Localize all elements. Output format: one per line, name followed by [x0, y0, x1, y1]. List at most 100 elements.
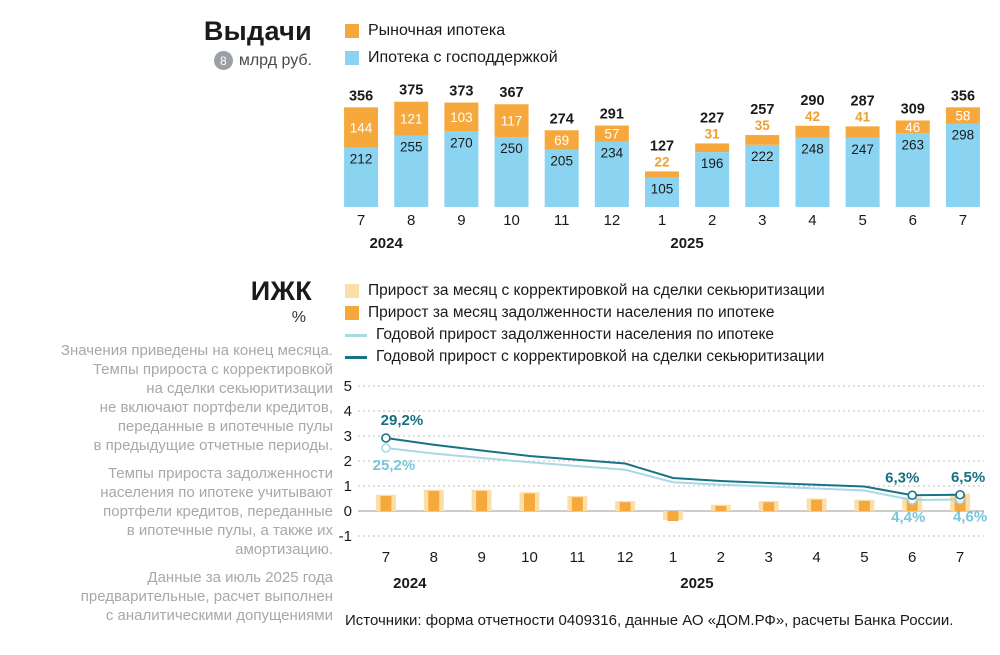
bar-total-label: 257	[750, 102, 774, 118]
bar-monthly	[428, 491, 440, 511]
bar-subsidized-segment	[845, 137, 880, 207]
bar-monthly	[523, 493, 535, 511]
x-tick-label: 7	[357, 212, 365, 229]
issuance-header: Выдачи 8 млрд руб.	[30, 16, 312, 70]
y-tick-label: 5	[344, 378, 352, 395]
bar-monthly	[811, 499, 823, 511]
line-marker	[907, 490, 918, 501]
bar-value-market: 121	[400, 112, 423, 127]
bar-market-segment	[594, 125, 629, 142]
x-tick-label: 3	[758, 212, 766, 229]
x-tick-label: 2	[708, 212, 716, 229]
footnote-badge: 8	[213, 51, 233, 70]
y-tick-label: 0	[344, 503, 352, 520]
bar-subsidized-segment	[645, 177, 679, 207]
legend-item: Годовой прирост с корректировкой на сдел…	[345, 348, 825, 366]
bar-subsidized-segment	[795, 137, 830, 207]
legend-label: Рыночная ипотека	[368, 22, 506, 39]
bar-monthly	[619, 502, 631, 511]
bar-market-segment	[444, 102, 479, 132]
bar-value-market: 57	[604, 127, 619, 142]
bar-value-market: 46	[905, 120, 920, 135]
bar-value-subsidized: 270	[450, 135, 473, 150]
source-note: Источники: форма отчетности 0409316, дан…	[345, 612, 954, 629]
bar-value-market: 31	[705, 126, 721, 141]
x-tick-label: 6	[909, 212, 917, 229]
year-label: 2025	[680, 575, 713, 592]
line-annotation: 25,2%	[373, 457, 416, 474]
legend-line-swatch	[345, 355, 367, 359]
note-paragraph: Значения приведены на конец месяца. Темп…	[60, 342, 333, 454]
x-tick-label: 1	[669, 549, 677, 566]
line-annotation: 29,2%	[381, 412, 424, 429]
annual-growth-adjusted-line	[385, 437, 961, 497]
bar-value-market: 35	[755, 118, 771, 133]
line-marker	[381, 433, 391, 443]
bar-market-segment	[945, 107, 980, 124]
y-tick-label: 2	[344, 453, 352, 470]
bar-monthly	[667, 511, 679, 521]
bar-total-label: 356	[349, 88, 373, 104]
bar-market-segment	[394, 101, 429, 136]
bar-market-segment	[544, 130, 579, 150]
line-marker	[955, 489, 965, 500]
bar-total-label: 309	[901, 101, 925, 117]
bar-total-label: 274	[550, 111, 574, 127]
bar-total-label: 375	[399, 83, 423, 99]
x-tick-label: 7	[959, 212, 967, 229]
legend-item: Прирост за месяц с корректировкой на сде…	[345, 282, 825, 300]
izhk-legend: Прирост за месяц с корректировкой на сде…	[345, 282, 825, 370]
bar-monthly	[380, 496, 392, 511]
bar-total-label: 367	[499, 85, 523, 101]
issuance-title: Выдачи	[203, 16, 312, 46]
x-tick-label: 2	[717, 549, 725, 566]
bar-monthly	[763, 502, 775, 511]
bar-market-segment	[645, 171, 679, 178]
legend-item: Прирост за месяц задолженности населения…	[345, 304, 825, 322]
line-marker	[381, 443, 391, 453]
legend-square-swatch	[345, 284, 359, 298]
issuance-bar-chart: 2121443567255121375827010337392501173671…	[344, 83, 980, 252]
legend-square-swatch	[345, 24, 359, 38]
bar-market-segment	[845, 126, 880, 138]
izhk-title: ИЖК	[250, 276, 312, 306]
bar-value-subsidized: 105	[651, 182, 674, 197]
x-tick-label: 9	[457, 212, 465, 229]
bar-total-label: 227	[700, 110, 724, 126]
line-annotation: 4,6%	[953, 509, 987, 526]
izhk-unit-label: %	[291, 309, 306, 326]
legend-item: Рыночная ипотека	[345, 22, 558, 40]
bar-value-subsidized: 298	[952, 128, 975, 143]
x-tick-label: 4	[808, 212, 816, 229]
bar-monthly	[858, 501, 870, 511]
bar-monthly	[571, 497, 583, 511]
bar-value-subsidized: 234	[601, 145, 624, 160]
bar-market-segment	[695, 143, 730, 153]
bar-value-subsidized: 196	[701, 156, 724, 171]
legend-item: Ипотека с господдержкой	[345, 49, 558, 67]
bar-value-subsidized: 222	[751, 149, 774, 164]
line-annotation: 6,3%	[885, 469, 919, 486]
line-annotation: 4,4%	[891, 509, 925, 526]
legend-label: Ипотека с господдержкой	[368, 49, 558, 66]
x-tick-label: 3	[765, 549, 773, 566]
issuance-unit: 8 млрд руб.	[30, 51, 312, 70]
bar-value-subsidized: 248	[801, 142, 824, 157]
x-tick-label: 9	[477, 549, 485, 566]
annual-growth-line	[385, 447, 961, 502]
bar-subsidized-segment	[895, 133, 930, 207]
bar-market-segment	[344, 107, 379, 148]
bar-value-market: 103	[450, 110, 473, 125]
bar-subsidized-segment	[544, 149, 579, 207]
notes-block: Значения приведены на конец месяца. Темп…	[25, 341, 333, 634]
x-tick-label: 7	[956, 549, 964, 566]
bar-value-subsidized: 205	[550, 154, 573, 169]
legend-label: Годовой прирост задолженности населения …	[376, 326, 775, 343]
year-label: 2024	[369, 235, 403, 252]
bar-subsidized-segment	[344, 147, 379, 207]
bar-monthly	[715, 506, 727, 511]
line-annotation: 6,5%	[951, 469, 985, 486]
year-label: 2024	[393, 575, 427, 592]
bar-value-market: 41	[855, 109, 871, 124]
